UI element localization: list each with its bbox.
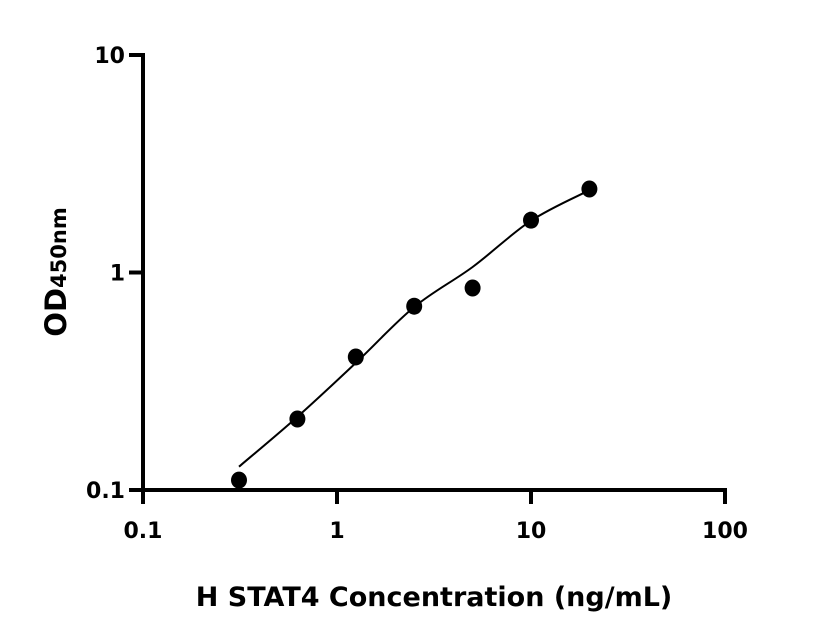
data-points — [231, 180, 598, 489]
x-axis-label: H STAT4 Concentration (ng/mL) — [196, 582, 673, 613]
y-axis-label-main: OD — [39, 288, 73, 337]
x-tick-label: 100 — [702, 519, 748, 544]
data-point — [464, 279, 481, 297]
fit-curve-group — [238, 189, 590, 468]
y-tick-label: 10 — [94, 44, 125, 69]
data-point — [406, 297, 423, 315]
y-axis-label-sub: 450nm — [47, 207, 71, 288]
x-tick-label: 10 — [516, 519, 547, 544]
tick-labels: 0.1 1 10 100 0.1 1 10 — [86, 44, 748, 544]
data-point — [581, 180, 598, 198]
y-tick-label: 1 — [110, 262, 125, 287]
x-tick-label: 0.1 — [124, 519, 163, 544]
data-point — [231, 471, 248, 489]
x-tick-label: 1 — [329, 519, 344, 544]
fit-curve — [238, 189, 590, 468]
data-point — [523, 211, 539, 229]
y-axis-label: OD450nm — [39, 207, 73, 336]
axes — [129, 53, 727, 504]
y-tick-label: 0.1 — [86, 479, 125, 504]
data-point — [347, 348, 364, 366]
data-point — [289, 410, 306, 428]
